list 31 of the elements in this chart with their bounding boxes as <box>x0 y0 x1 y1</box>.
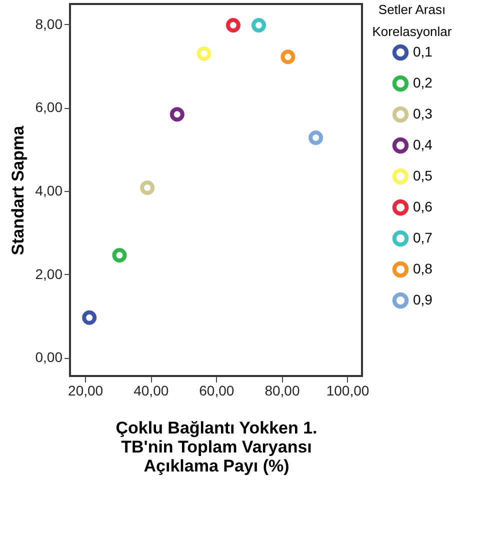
legend-label: 0,6 <box>413 198 433 214</box>
legend-label: 0,3 <box>413 106 433 122</box>
x-tick-label: 60,00 <box>199 382 234 398</box>
legend-label: 0,7 <box>413 230 433 246</box>
y-tick-label: 2,00 <box>35 266 63 282</box>
x-tick-label: 20,00 <box>68 382 104 398</box>
point <box>252 18 266 32</box>
legend-label: 0,5 <box>413 168 433 184</box>
y-tick-label: 8,00 <box>35 16 63 32</box>
x-axis-title: Çoklu Bağlantı Yokken 1. TB'nin Toplam Varyansı Açıklama Payı (%) <box>116 418 318 476</box>
legend-title: Setler Arası Korelasyonlar <box>372 2 452 39</box>
point <box>226 18 240 32</box>
point <box>280 50 296 64</box>
y-tick-label: 0,00 <box>35 349 63 366</box>
legend-label: 0,8 <box>413 260 433 276</box>
y-tick-label: 6,00 <box>35 99 63 116</box>
point <box>196 46 212 61</box>
y-axis-title: Standart Sapma <box>8 125 28 256</box>
y-tick-label: 4,00 <box>35 182 63 199</box>
point <box>140 180 155 195</box>
x-tick-label: 40,00 <box>134 382 169 398</box>
legend-label: 0,9 <box>413 292 433 308</box>
legend-label: 0,2 <box>413 74 433 90</box>
point <box>308 130 324 145</box>
x-tick-label: 80,00 <box>264 382 300 398</box>
legend-label: 0,4 <box>413 136 433 152</box>
point <box>170 107 184 122</box>
x-tick-label: 100,00 <box>326 382 370 398</box>
point <box>82 310 97 325</box>
point <box>112 248 127 262</box>
legend-label: 0,1 <box>413 44 433 60</box>
